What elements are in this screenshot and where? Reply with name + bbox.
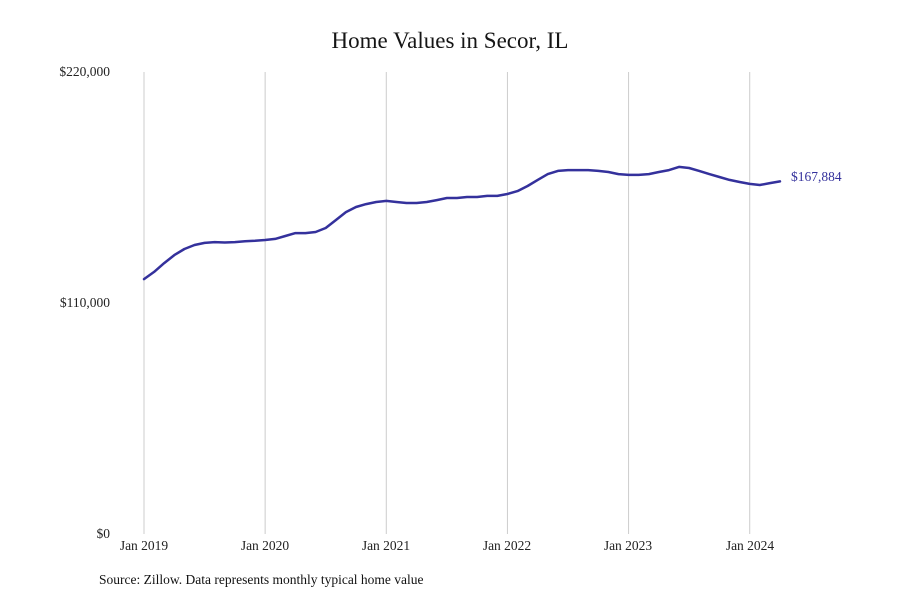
x-axis-tick-jan-2021: Jan 2021 <box>361 538 411 553</box>
x-axis-tick-jan-2020: Jan 2020 <box>240 538 290 553</box>
x-axis-tick-jan-2024: Jan 2024 <box>725 538 775 553</box>
y-axis-tick-110000: $110,000 <box>59 295 110 310</box>
x-axis-tick-jan-2022: Jan 2022 <box>482 538 532 553</box>
x-axis-tick-jan-2023: Jan 2023 <box>603 538 653 553</box>
home-value-series-line <box>142 165 782 281</box>
x-axis-tick-jan-2019: Jan 2019 <box>119 538 169 553</box>
y-axis-tick-0: $0 <box>96 526 111 541</box>
y-axis-tick-220000: $220,000 <box>59 64 110 79</box>
chart-title: Home Values in Secor, IL <box>331 28 569 53</box>
source-note: Source: Zillow. Data represents monthly … <box>99 572 424 587</box>
latest-value-label: $167,884 <box>791 169 842 184</box>
